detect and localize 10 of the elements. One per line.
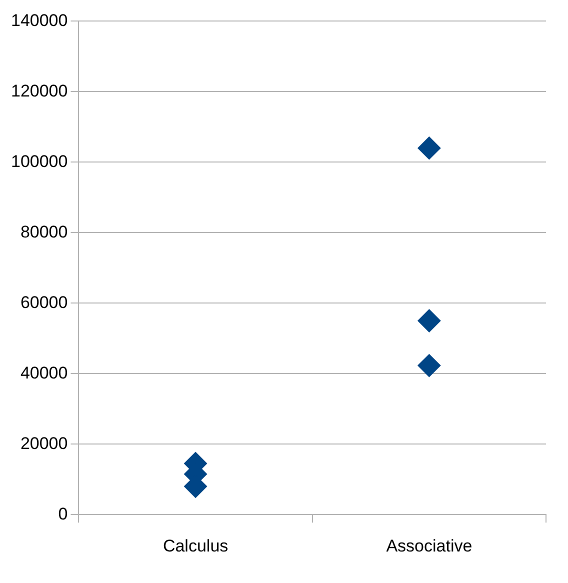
y-tick-label: 60000 <box>20 292 68 312</box>
y-tick-label: 120000 <box>10 81 68 100</box>
y-tick-label: 40000 <box>20 363 68 382</box>
y-tick-label: 100000 <box>10 152 68 171</box>
x-tick-label: Calculus <box>162 536 228 556</box>
y-tick-label: 80000 <box>20 222 68 242</box>
y-tick-label: 0 <box>58 504 68 524</box>
x-tick-label: Associative <box>386 536 472 556</box>
y-tick-label: 140000 <box>10 10 68 30</box>
y-tick-label: 20000 <box>20 434 68 453</box>
